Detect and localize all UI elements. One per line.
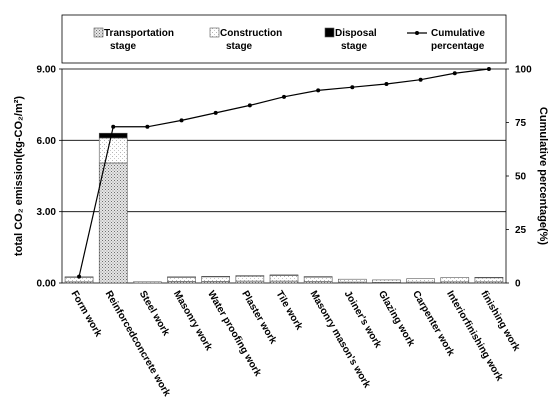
y-right-tick-label: 25: [515, 225, 527, 236]
x-category-label: Masonry mason's work: [308, 289, 373, 390]
plot-area: [61, 68, 507, 284]
bar-segment: [235, 275, 265, 277]
x-category-label: Glazing work: [376, 289, 417, 349]
legend-label: stage: [226, 41, 253, 52]
legend-label: Cumulative: [431, 28, 485, 39]
bar-segment: [133, 281, 162, 284]
cumulative-point: [384, 81, 389, 86]
y-axis-right-title: Cumulative percentage(%): [537, 107, 549, 245]
bar-segment: [303, 276, 333, 282]
bar-segment: [201, 276, 230, 282]
y-left-tick-label: 9.00: [37, 65, 57, 76]
bar-segment: [167, 276, 196, 278]
bar-segment: [303, 276, 333, 278]
cumulative-point: [213, 110, 218, 115]
legend-swatch: [324, 27, 335, 38]
y-right-tick-label: 75: [515, 118, 527, 129]
cumulative-point: [111, 124, 116, 129]
bar-segment: [98, 137, 128, 164]
gridlines: [62, 139, 506, 213]
bar-segment: [372, 279, 401, 283]
x-category-label: Form work: [68, 289, 103, 339]
y-left-tick-label: 0.00: [37, 279, 57, 290]
bar-segment: [269, 274, 299, 276]
bar-segment: [235, 275, 265, 282]
legend-swatch: [93, 27, 104, 38]
bar-segment: [98, 132, 128, 139]
y-right-tick-label: 50: [515, 172, 527, 183]
legend-label: stage: [341, 41, 368, 52]
y-left-tick-label: 3.00: [37, 207, 57, 218]
legend-label: percentage: [431, 41, 485, 52]
bar-segment: [98, 162, 128, 284]
legend-label: Disposal: [335, 28, 377, 39]
legend-label: stage: [110, 41, 137, 52]
legend-swatch-marker: [415, 31, 419, 35]
bar-segment: [406, 278, 435, 283]
cumulative-point: [486, 67, 491, 71]
cumulative-point: [350, 85, 355, 90]
y-left-tick-label: 6.00: [37, 136, 57, 147]
legend-box: [61, 14, 507, 64]
legend: Transportation stage Construction stage Disp…: [93, 27, 485, 52]
cumulative-point: [418, 77, 423, 82]
x-category-label: Steel work: [137, 289, 172, 338]
cumulative-point: [452, 71, 457, 76]
x-category-label: Reinforcedconcrete work: [103, 289, 173, 399]
y-axis-left-title: total CO₂ emission(kg-CO₂/m²): [13, 96, 25, 256]
cumulative-point: [247, 103, 252, 108]
x-category-label: Tile work: [273, 289, 304, 332]
bars: [64, 132, 504, 284]
bar-segment: [201, 276, 230, 278]
legend-label: Construction: [220, 28, 282, 39]
bar-segment: [269, 274, 299, 282]
legend-label: Transportation: [104, 28, 174, 39]
cumulative-line: [77, 67, 491, 279]
cumulative-point: [282, 94, 286, 99]
y-right-tick-label: 100: [515, 65, 532, 76]
cumulative-point: [316, 88, 321, 93]
bar-segment: [474, 276, 504, 279]
y-right-tick-label: 0: [515, 279, 521, 290]
cumulative-point: [77, 274, 82, 279]
cumulative-point: [145, 124, 150, 129]
bar-segment: [338, 278, 367, 283]
bar-segment: [440, 277, 470, 283]
cumulative-point: [179, 118, 184, 123]
legend-swatch: [209, 27, 220, 38]
x-category-label: Plaster work: [239, 289, 278, 346]
